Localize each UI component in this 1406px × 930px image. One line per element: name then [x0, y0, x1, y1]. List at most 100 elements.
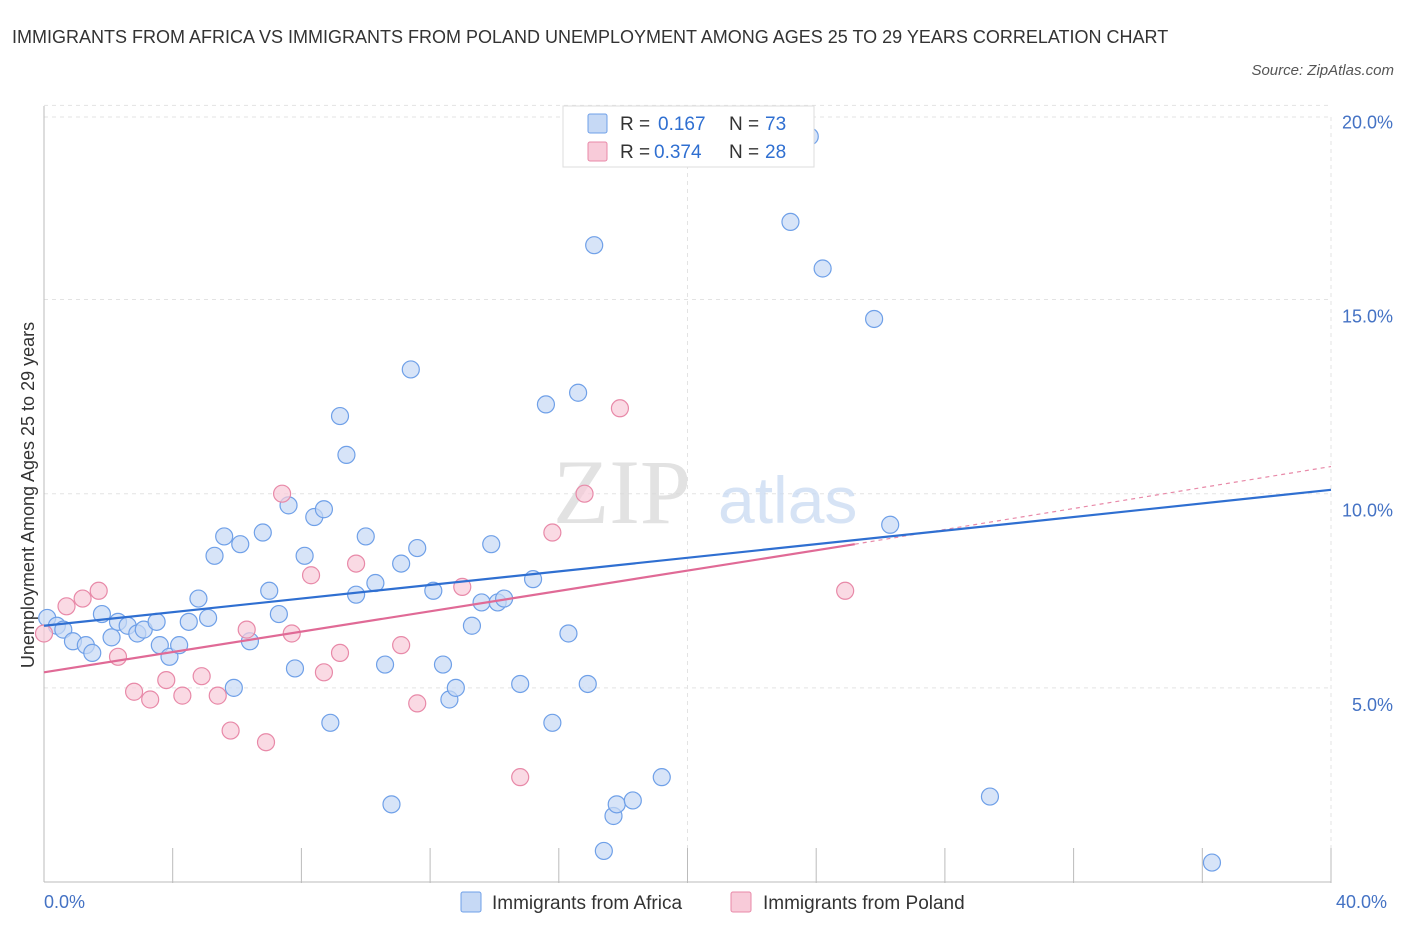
poland-point	[157, 670, 176, 690]
africa-point	[881, 515, 900, 534]
poland-point	[272, 484, 292, 503]
africa-point	[54, 620, 73, 639]
africa-point	[511, 674, 530, 694]
africa-point	[1202, 853, 1222, 872]
poland-point	[237, 620, 256, 639]
africa-point	[260, 581, 279, 600]
bottom-legend-label-africa: Immigrants from Africa	[492, 893, 682, 914]
africa-point	[462, 616, 482, 635]
africa-point	[401, 360, 420, 379]
poland-point	[192, 667, 211, 686]
chart-source: Source: ZipAtlas.com	[1251, 62, 1394, 79]
africa-point	[623, 791, 642, 810]
africa-point	[321, 713, 340, 732]
africa-point	[569, 383, 588, 402]
poland-point	[543, 523, 562, 542]
legend-africa-n-label: N =	[729, 114, 759, 135]
chart-title: IMMIGRANTS FROM AFRICA VS IMMIGRANTS FRO…	[12, 27, 1169, 47]
x-tick-label-min: 0.0%	[44, 892, 85, 912]
y-tick-label: 5.0%	[1352, 695, 1393, 715]
africa-point	[585, 236, 604, 255]
africa-point	[330, 406, 350, 426]
africa-point	[215, 527, 234, 546]
africa-point	[392, 554, 411, 573]
africa-point	[578, 674, 597, 694]
poland-point	[836, 581, 855, 600]
africa-point	[269, 604, 288, 624]
trend-line-poland	[43, 543, 855, 674]
africa-point	[543, 713, 562, 732]
y-tick-label: 10.0%	[1342, 501, 1393, 521]
africa-point	[314, 500, 334, 519]
bottom-legend-label-poland: Immigrants from Poland	[763, 893, 965, 914]
legend-poland-r-value: 0.374	[654, 142, 702, 163]
legend-africa-n-value: 73	[765, 114, 786, 135]
poland-point	[408, 694, 427, 713]
x-tick-label-max: 40.0%	[1336, 892, 1387, 912]
africa-point	[253, 523, 272, 542]
africa-point	[285, 659, 305, 678]
bottom-legend-swatch-poland	[730, 891, 752, 913]
poland-point	[57, 597, 76, 616]
africa-point	[205, 546, 224, 565]
poland-point	[124, 682, 144, 701]
y-tick-labels: 5.0% 10.0% 15.0% 20.0%	[1342, 112, 1393, 714]
africa-point	[594, 841, 613, 861]
africa-point	[813, 259, 832, 278]
poland-point	[208, 686, 227, 705]
africa-point	[382, 795, 401, 814]
poland-point	[610, 399, 630, 418]
correlation-legend: R = 0.167 N = 73 R = 0.374 N = 28	[562, 105, 815, 168]
africa-point	[198, 608, 218, 628]
africa-point	[295, 546, 314, 565]
legend-africa-r-label: R =	[620, 114, 650, 135]
poland-point	[108, 647, 128, 666]
poland-point	[575, 484, 594, 503]
legend-poland-n-label: N =	[729, 142, 759, 163]
legend-swatch-africa	[587, 113, 608, 134]
africa-point	[356, 527, 375, 546]
trend-line-africa	[43, 488, 1332, 627]
legend-poland-n-value: 28	[765, 142, 786, 163]
africa-point	[224, 678, 243, 697]
africa-point	[102, 628, 121, 647]
africa-point	[482, 535, 501, 554]
poland-point	[73, 589, 92, 608]
africa-point	[408, 538, 427, 558]
poland-point	[301, 566, 321, 585]
africa-point	[375, 655, 395, 674]
africa-point	[189, 589, 208, 608]
africa-point	[652, 768, 671, 787]
africa-point	[781, 212, 800, 232]
africa-point	[536, 395, 556, 414]
poland-point	[89, 581, 108, 600]
africa-point	[179, 612, 198, 631]
legend-swatch-poland	[587, 141, 608, 162]
watermark-atlas: atlas	[718, 463, 857, 537]
poland-point	[221, 721, 240, 740]
africa-point	[346, 585, 366, 604]
watermark-zip: ZIP	[553, 441, 691, 543]
poland-point	[511, 768, 530, 787]
legend-poland-r-label: R =	[620, 142, 650, 163]
poland-point	[314, 663, 334, 682]
trend-lines	[43, 465, 1332, 674]
africa-point	[337, 445, 356, 464]
africa-point	[231, 535, 250, 554]
legend-africa-r-value: 0.167	[658, 114, 706, 135]
poland-point	[392, 636, 411, 655]
poland-point	[346, 554, 366, 573]
africa-point	[559, 624, 578, 643]
africa-point	[865, 309, 884, 329]
africa-point	[980, 787, 1000, 806]
y-axis-title: Unemployment Among Ages 25 to 29 years	[18, 322, 38, 668]
africa-point	[446, 678, 465, 697]
bottom-legend-swatch-africa	[460, 891, 482, 913]
africa-point	[366, 573, 385, 593]
poland-point	[330, 643, 350, 663]
x-axis-ticks	[172, 848, 1332, 883]
africa-point	[83, 643, 102, 663]
y-tick-label: 15.0%	[1342, 307, 1393, 327]
africa-point	[607, 795, 626, 814]
